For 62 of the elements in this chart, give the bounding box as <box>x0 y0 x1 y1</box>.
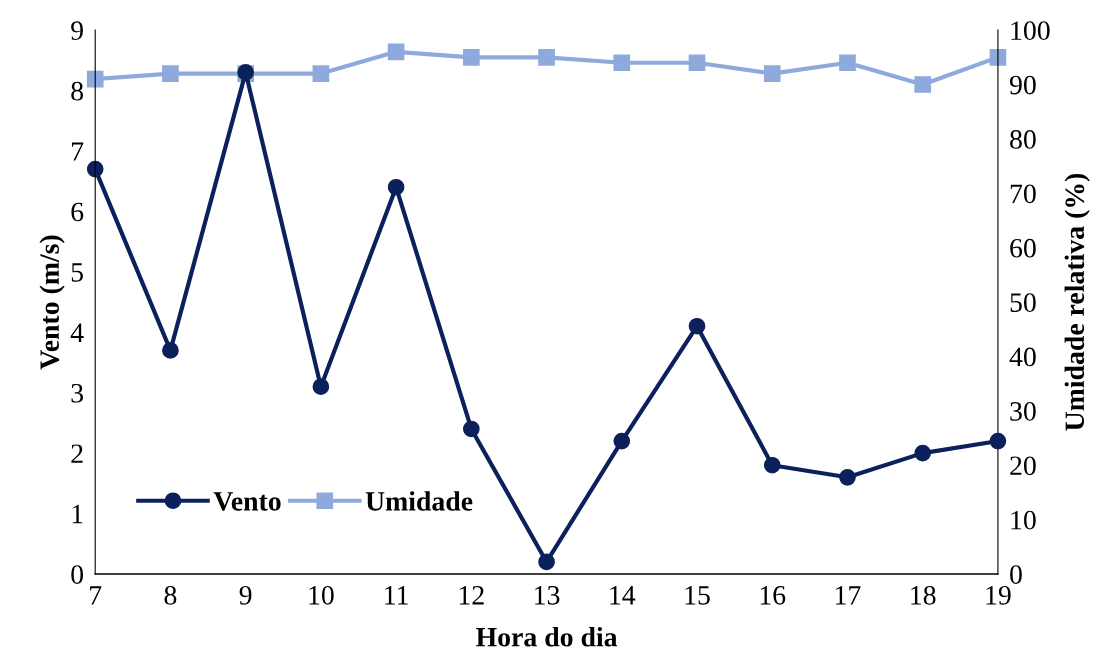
legend-label: Vento <box>213 492 281 511</box>
x-tick-label: 19 <box>986 585 1011 605</box>
y2-tick-label: 40 <box>1009 347 1036 367</box>
point <box>763 456 781 474</box>
point <box>162 65 179 82</box>
point <box>688 317 706 335</box>
point <box>312 65 330 82</box>
y2-tick-label: 90 <box>1009 75 1036 95</box>
x-tick-label: 14 <box>610 586 636 605</box>
y-tick-label: 9 <box>71 21 83 41</box>
x-tick-label: 18 <box>911 585 936 605</box>
y2-tick-label: 0 <box>1010 565 1022 584</box>
y2-tick-label: 80 <box>1010 130 1036 149</box>
y2-tick-label: 100 <box>1011 21 1050 41</box>
point <box>613 54 631 72</box>
point <box>839 468 856 486</box>
x-tick-label: 17 <box>836 586 861 605</box>
y2-tick-label: 30 <box>1010 402 1036 421</box>
point <box>613 432 631 450</box>
x-tick-label: 8 <box>164 585 177 605</box>
y-tick-label: 2 <box>71 444 83 463</box>
x-tick-label: 12 <box>459 585 484 605</box>
x-axis-title: Hora do dia <box>476 626 618 647</box>
y-axis-title: Vento (m/s) <box>39 235 65 370</box>
point <box>162 342 179 359</box>
legend-label: Umidade <box>365 491 473 511</box>
y-tick-label: 5 <box>71 263 83 282</box>
x-tick-label: 10 <box>309 585 334 605</box>
point <box>763 65 781 82</box>
y-tick-label: 1 <box>72 504 83 524</box>
y-tick-label: 8 <box>71 81 84 101</box>
point <box>839 54 856 72</box>
point <box>989 432 1007 450</box>
point <box>538 553 555 571</box>
point <box>387 178 405 196</box>
point <box>914 76 932 93</box>
x-tick-label: 15 <box>685 586 710 605</box>
y-tick-label: 3 <box>71 383 83 403</box>
point <box>312 378 330 395</box>
y2-tick-label: 50 <box>1010 293 1036 312</box>
x-tick-label: 16 <box>760 585 786 605</box>
y-tick-label: 7 <box>72 142 84 161</box>
y-tick-label: 4 <box>70 323 84 342</box>
x-tick-label: 11 <box>385 586 408 605</box>
y2-tick-label: 70 <box>1010 184 1036 204</box>
y2-axis-title: Umidade relativa (%) <box>1064 173 1090 431</box>
point <box>387 43 405 61</box>
point <box>86 160 104 178</box>
y-tick-label: 0 <box>71 565 84 584</box>
y2-tick-label: 60 <box>1010 238 1036 258</box>
y2-tick-label: 20 <box>1010 456 1036 476</box>
point <box>688 54 706 72</box>
x-tick-label: 9 <box>239 585 252 605</box>
point <box>914 444 932 462</box>
x-tick-label: 13 <box>535 585 560 605</box>
x-tick-label: 7 <box>90 586 102 605</box>
point <box>538 48 555 66</box>
point <box>86 70 104 88</box>
point <box>462 420 480 438</box>
y2-tick-label: 10 <box>1011 510 1036 530</box>
point <box>462 48 480 66</box>
y-tick-label: 6 <box>71 202 84 222</box>
